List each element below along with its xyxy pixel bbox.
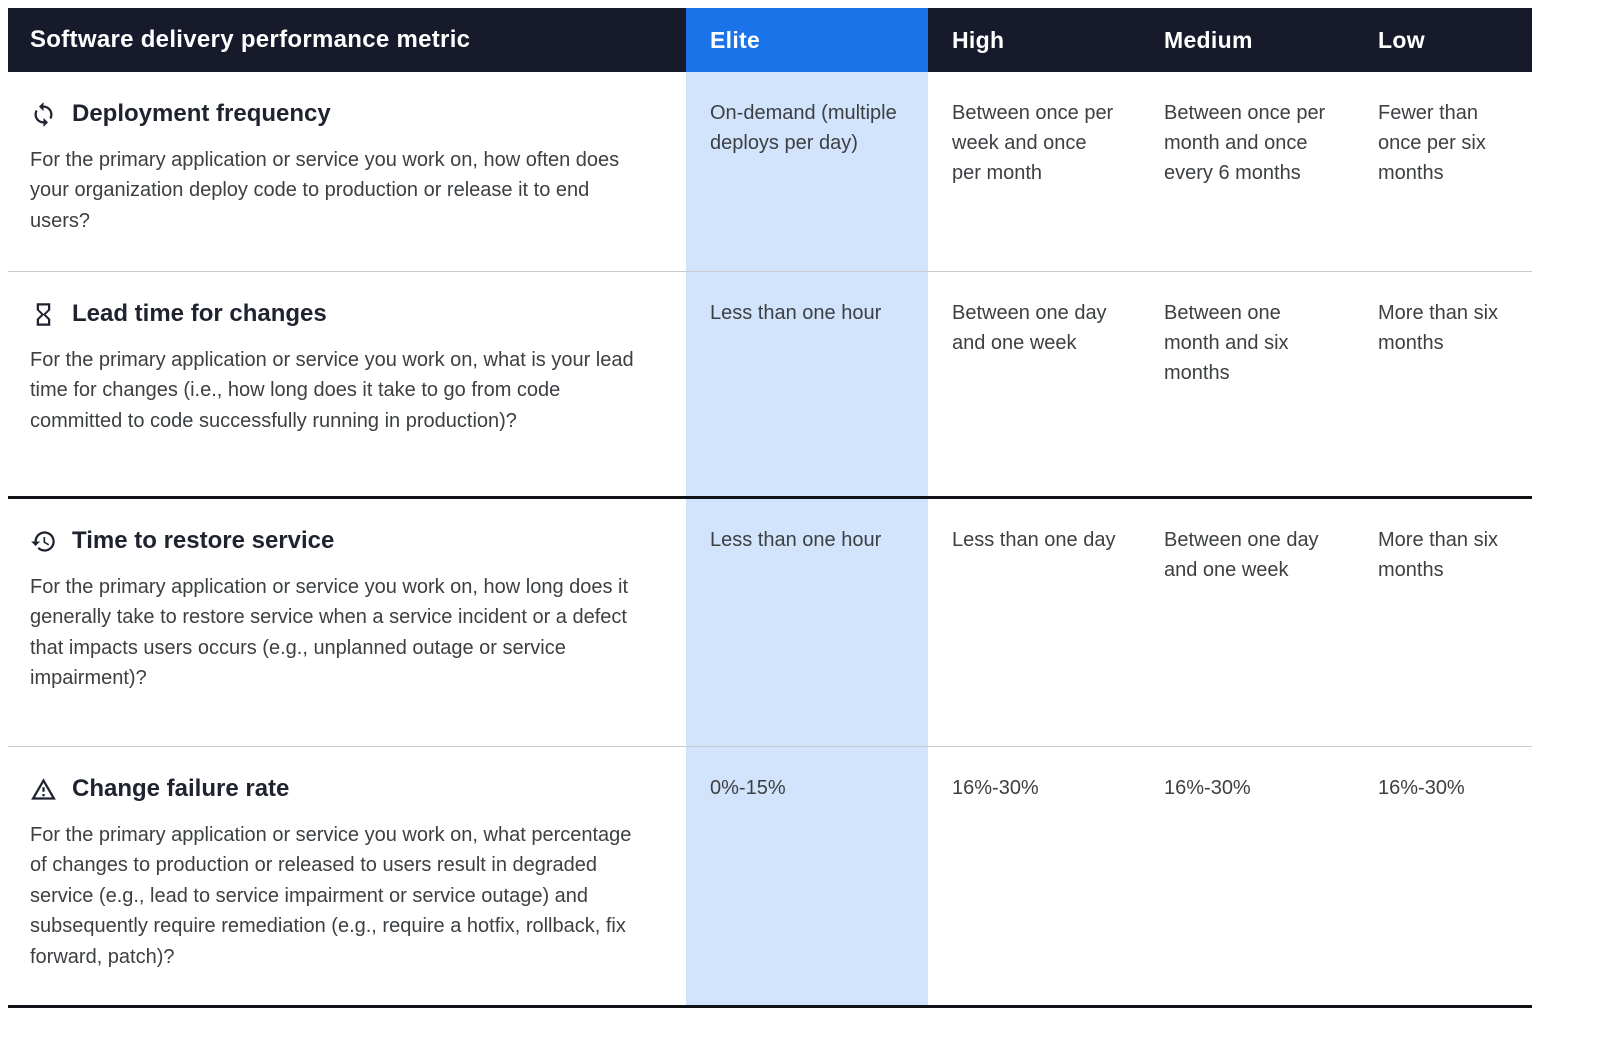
cell-medium: Between once per month and once every 6 … [1164, 102, 1326, 184]
metric-cell: Lead time for changes For the primary ap… [8, 272, 686, 496]
table-row-deployment-frequency: Deployment frequency For the primary app… [8, 72, 1532, 272]
cell-low: Fewer than once per six months [1378, 102, 1486, 184]
cell-elite: On-demand (multiple deploys per day) [686, 72, 928, 271]
column-header-medium: Medium [1164, 26, 1253, 53]
metric-title: Lead time for changes [30, 296, 650, 332]
table-row-lead-time-for-changes: Lead time for changes For the primary ap… [8, 272, 1532, 499]
cell-elite: 0%-15% [686, 747, 928, 1005]
history-icon [30, 528, 57, 555]
cell-high: Between one day and one week [952, 302, 1107, 354]
metric-description: For the primary application or service y… [30, 824, 632, 968]
hourglass-icon [30, 301, 57, 328]
table-row-time-to-restore-service: Time to restore service For the primary … [8, 499, 1532, 747]
cell-medium: 16%-30% [1164, 777, 1251, 799]
column-header-high: High [952, 26, 1005, 53]
metric-title-label: Deployment frequency [72, 100, 331, 127]
metric-cell: Deployment frequency For the primary app… [8, 72, 686, 271]
metric-title-label: Change failure rate [72, 775, 290, 802]
column-header-elite: Elite [686, 8, 928, 72]
cell-low: More than six months [1378, 302, 1499, 354]
column-header-metric: Software delivery performance metric [30, 26, 471, 53]
metric-title: Change failure rate [30, 771, 650, 807]
metric-title-label: Time to restore service [72, 527, 335, 554]
metric-title: Deployment frequency [30, 96, 650, 132]
cell-medium: Between one month and six months [1164, 302, 1289, 384]
column-header-low: Low [1378, 26, 1425, 53]
table-header-row: Software delivery performance metric Eli… [8, 8, 1532, 72]
metric-title-label: Lead time for changes [72, 300, 327, 327]
cell-medium: Between one day and one week [1164, 529, 1319, 581]
cell-low: More than six months [1378, 529, 1499, 581]
cell-high: 16%-30% [952, 777, 1039, 799]
metric-description: For the primary application or service y… [30, 576, 629, 690]
cell-low: 16%-30% [1378, 777, 1465, 799]
sync-icon [30, 101, 57, 128]
cell-high: Less than one day [952, 529, 1116, 551]
metric-cell: Time to restore service For the primary … [8, 499, 686, 746]
cell-elite: Less than one hour [686, 272, 928, 496]
metric-title: Time to restore service [30, 523, 650, 559]
metric-cell: Change failure rate For the primary appl… [8, 747, 686, 1005]
metric-description: For the primary application or service y… [30, 149, 620, 232]
metric-description: For the primary application or service y… [30, 349, 634, 432]
dora-metrics-table: Software delivery performance metric Eli… [8, 8, 1532, 1008]
warning-icon [30, 776, 57, 803]
table-row-change-failure-rate: Change failure rate For the primary appl… [8, 747, 1532, 1008]
cell-high: Between once per week and once per month [952, 102, 1114, 184]
cell-elite: Less than one hour [686, 499, 928, 746]
